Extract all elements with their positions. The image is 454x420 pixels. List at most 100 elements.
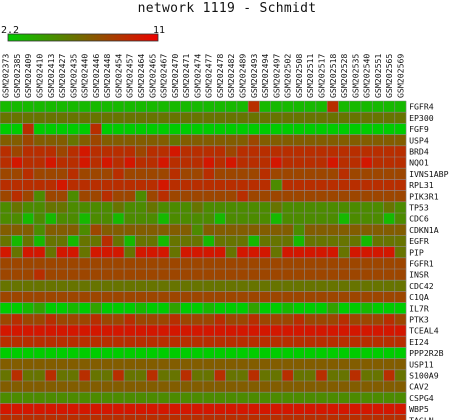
heatmap-cell xyxy=(157,381,170,393)
heatmap-cell xyxy=(248,325,260,337)
heatmap-cell xyxy=(0,257,12,269)
heatmap-cell xyxy=(282,280,294,292)
heatmap-cell xyxy=(349,101,361,113)
heatmap-cell xyxy=(259,190,271,202)
heatmap-cell xyxy=(22,246,34,258)
heatmap-cell xyxy=(394,201,407,213)
heatmap-cell xyxy=(135,302,147,314)
heatmap-cell xyxy=(248,347,260,359)
heatmap-cell xyxy=(383,313,395,325)
heatmap-cell xyxy=(90,336,102,348)
heatmap-cell xyxy=(270,347,282,359)
heatmap-cell xyxy=(304,257,316,269)
heatmap-cell xyxy=(0,123,12,135)
heatmap-cell xyxy=(338,269,350,281)
heatmap-cell xyxy=(22,134,34,146)
heatmap-cell xyxy=(45,246,57,258)
heatmap-cell xyxy=(112,213,125,225)
heatmap-cell xyxy=(45,369,57,381)
heatmap-cell xyxy=(315,403,328,415)
heatmap-cell xyxy=(360,168,373,180)
heatmap-cell xyxy=(259,336,271,348)
heatmap-cell xyxy=(349,157,361,169)
heatmap-cell xyxy=(0,201,12,213)
heatmap-cell xyxy=(394,112,407,124)
heatmap-cell xyxy=(282,134,294,146)
row-label: TAGLN xyxy=(409,415,434,420)
heatmap-cell xyxy=(56,269,68,281)
heatmap-cell xyxy=(394,291,407,303)
heatmap-cell xyxy=(270,112,282,124)
heatmap-cell xyxy=(135,313,147,325)
heatmap-cell xyxy=(67,291,79,303)
scale-max-label: 11 xyxy=(153,25,165,36)
heatmap-cell xyxy=(135,224,147,236)
row-label: EP300 xyxy=(409,113,434,123)
heatmap-cell xyxy=(112,280,125,292)
heatmap-cell xyxy=(180,145,192,157)
heatmap-cell xyxy=(315,112,328,124)
heatmap-cell xyxy=(270,291,282,303)
heatmap-cell xyxy=(135,201,147,213)
heatmap-cell xyxy=(56,336,68,348)
heatmap-cell xyxy=(22,201,34,213)
heatmap-cell xyxy=(45,313,57,325)
heatmap-cell xyxy=(270,269,282,281)
heatmap-cell xyxy=(236,190,249,202)
heatmap-cell xyxy=(203,101,215,113)
heatmap-cell xyxy=(191,269,204,281)
heatmap-cell xyxy=(372,123,384,135)
heatmap-cell xyxy=(349,201,361,213)
heatmap-cell xyxy=(394,347,407,359)
heatmap-cell xyxy=(282,246,294,258)
heatmap-cell xyxy=(360,369,373,381)
heatmap-cell xyxy=(248,291,260,303)
heatmap-cell xyxy=(372,336,384,348)
heatmap-cell xyxy=(124,369,136,381)
heatmap-cell xyxy=(315,325,328,337)
column-label: GSM202464 xyxy=(136,54,146,98)
heatmap-cell xyxy=(180,134,192,146)
heatmap-cell xyxy=(360,179,373,191)
heatmap-cell xyxy=(349,257,361,269)
heatmap-cell xyxy=(56,190,68,202)
heatmap-cell xyxy=(236,168,249,180)
heatmap-cell xyxy=(203,168,215,180)
heatmap-cell xyxy=(135,123,147,135)
heatmap-cell xyxy=(11,224,23,236)
heatmap-cell xyxy=(0,291,12,303)
heatmap-cell xyxy=(203,235,215,247)
heatmap-cell xyxy=(293,358,305,370)
heatmap-cell xyxy=(180,123,192,135)
heatmap-cell xyxy=(112,381,125,393)
heatmap-cell xyxy=(146,168,158,180)
heatmap-cell xyxy=(203,157,215,169)
heatmap-cell xyxy=(11,403,23,415)
column-label: GSM202565 xyxy=(384,54,394,98)
heatmap-cell xyxy=(236,269,249,281)
heatmap-cell xyxy=(135,157,147,169)
heatmap-cell xyxy=(248,101,260,113)
heatmap-cell xyxy=(203,213,215,225)
heatmap-cell xyxy=(112,325,125,337)
heatmap-cell xyxy=(33,280,46,292)
heatmap-cell xyxy=(372,179,384,191)
heatmap-cell xyxy=(360,235,373,247)
heatmap-cell xyxy=(67,145,79,157)
heatmap-cell xyxy=(270,201,282,213)
heatmap-cell xyxy=(304,168,316,180)
heatmap-cell xyxy=(203,302,215,314)
heatmap-cell xyxy=(56,347,68,359)
heatmap-cell xyxy=(0,269,12,281)
heatmap-cell xyxy=(56,246,68,258)
heatmap-cell xyxy=(169,179,181,191)
heatmap-cell xyxy=(338,101,350,113)
heatmap-cell xyxy=(45,168,57,180)
heatmap-cell xyxy=(191,101,204,113)
column-label: GSM202482 xyxy=(226,54,236,98)
heatmap-cell xyxy=(169,157,181,169)
heatmap-cell xyxy=(225,246,237,258)
heatmap-cell xyxy=(394,280,407,292)
heatmap-cell xyxy=(360,190,373,202)
heatmap-cell xyxy=(327,112,339,124)
